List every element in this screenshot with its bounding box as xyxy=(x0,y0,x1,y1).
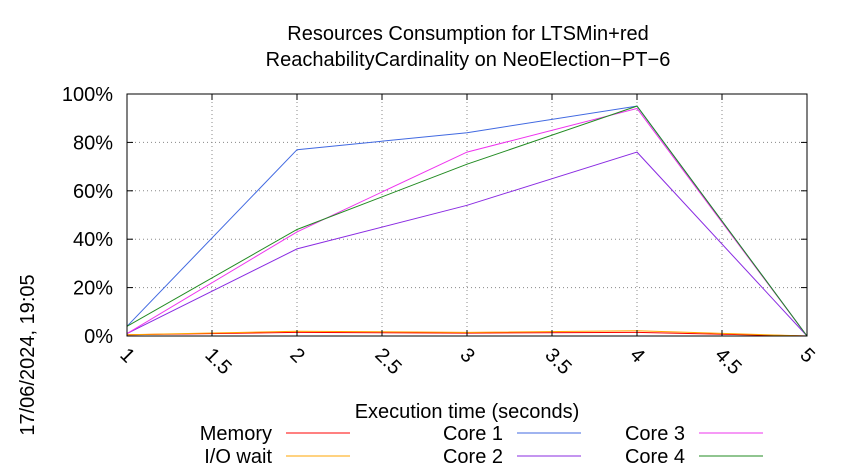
legend-label-core-4: Core 4 xyxy=(625,446,685,468)
legend-label-core-2: Core 2 xyxy=(443,446,503,468)
legend-label-core-3: Core 3 xyxy=(625,423,685,445)
chart-title-line-2: ReachabilityCardinality on NeoElection−P… xyxy=(266,49,671,71)
x-tick-label: 4.5 xyxy=(710,344,745,379)
legend-label-core-1: Core 1 xyxy=(443,423,503,445)
x-axis-label: Execution time (seconds) xyxy=(355,401,580,423)
series-line-core-2 xyxy=(126,151,808,337)
series-line-core-1 xyxy=(126,105,808,337)
x-tick-label: 1 xyxy=(115,344,138,367)
series-line-core-3 xyxy=(126,107,808,337)
y-axis-ticks: 0% 20% 40% 60% 80% 100% xyxy=(62,84,807,348)
y-tick-label: 0% xyxy=(84,326,113,348)
x-tick-label: 2 xyxy=(285,344,308,367)
y-tick-label: 100% xyxy=(62,84,113,106)
series-line-core-4 xyxy=(126,105,808,337)
legend-label-memory: Memory xyxy=(200,423,272,445)
x-tick-label: 2.5 xyxy=(370,344,405,379)
grid xyxy=(127,94,807,336)
x-tick-label: 3 xyxy=(455,344,478,367)
series-lines xyxy=(126,105,808,337)
x-tick-label: 5 xyxy=(795,344,818,367)
y-tick-label: 40% xyxy=(73,229,113,251)
y-tick-label: 80% xyxy=(73,132,113,154)
y-tick-label: 60% xyxy=(73,181,113,203)
x-tick-label: 1.5 xyxy=(200,344,235,379)
timestamp-label: 17/06/2024, 19:05 xyxy=(17,274,39,435)
x-tick-label: 4 xyxy=(625,344,648,367)
y-tick-label: 20% xyxy=(73,278,113,300)
legend-label-i-o-wait: I/O wait xyxy=(204,446,272,468)
chart-title-line-1: Resources Consumption for LTSMin+red xyxy=(287,23,648,45)
x-tick-label: 3.5 xyxy=(540,344,575,379)
